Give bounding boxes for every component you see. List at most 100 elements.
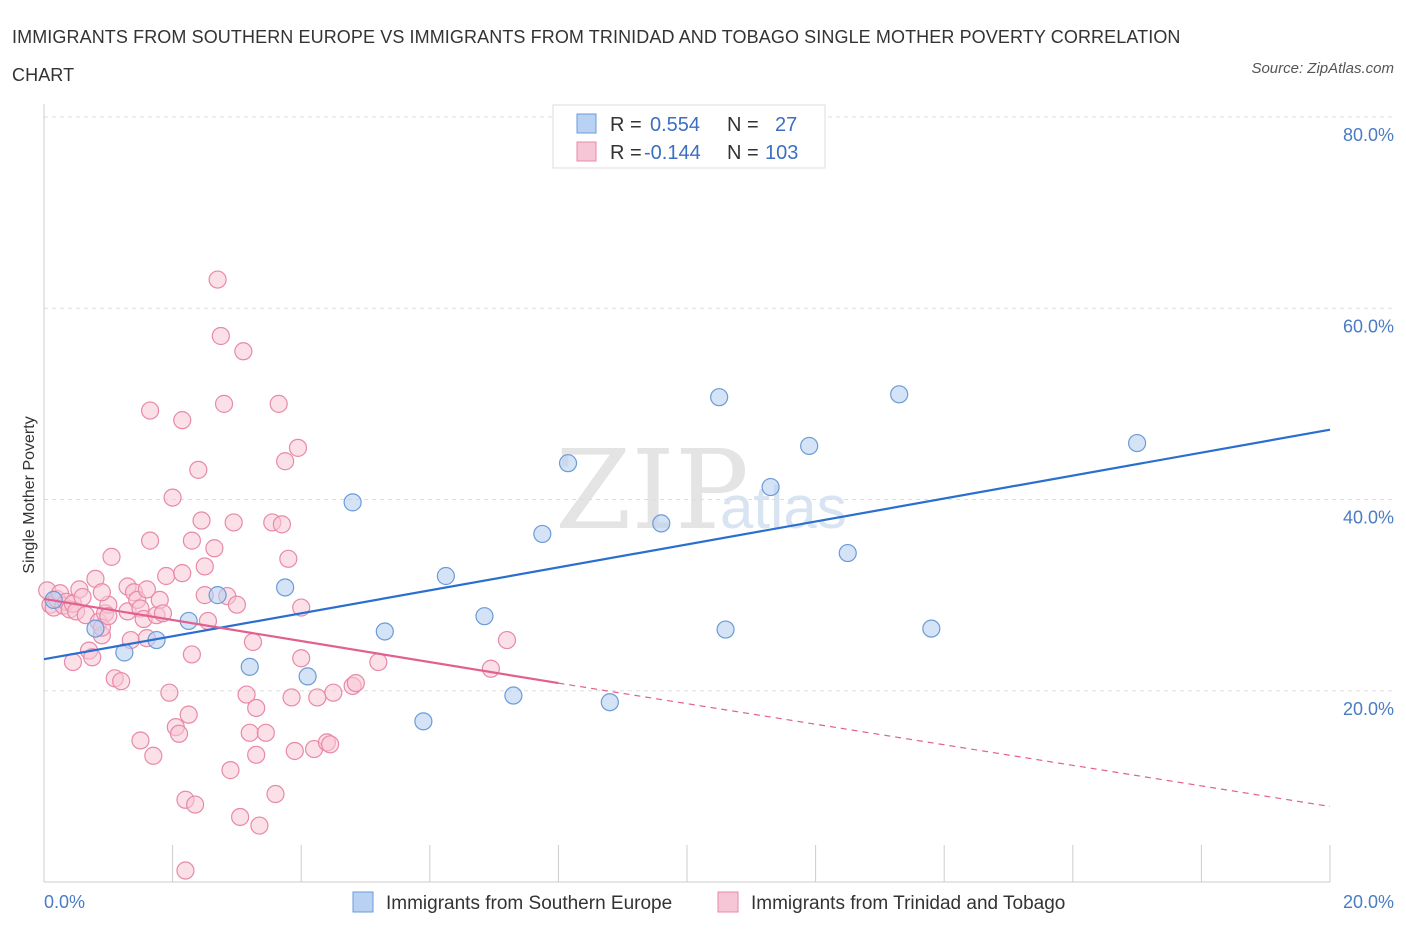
data-point-southern-europe <box>710 388 729 407</box>
y-tick-label-60: 60.0% <box>1343 316 1394 336</box>
data-point-trinidad <box>279 549 298 568</box>
data-point-trinidad <box>102 547 121 566</box>
legend-n-value-1: 27 <box>775 114 797 136</box>
legend-r-label-1: R = <box>610 114 642 136</box>
data-point-trinidad <box>221 761 240 780</box>
legend-swatch-blue <box>576 113 597 134</box>
data-point-trinidad <box>208 270 227 289</box>
data-point-southern-europe <box>276 578 295 597</box>
trend-lines <box>43 428 1331 808</box>
legend-n-value-2: 103 <box>765 142 798 164</box>
data-point-southern-europe <box>1127 433 1147 453</box>
data-point-southern-europe <box>240 657 259 676</box>
watermark-atlas: atlas <box>720 474 847 541</box>
data-point-southern-europe <box>652 514 671 533</box>
data-point-trinidad <box>292 649 311 668</box>
bottom-legend-swatch-pink <box>717 891 739 913</box>
data-point-southern-europe <box>298 667 317 686</box>
data-point-southern-europe <box>533 524 552 544</box>
data-point-southern-europe <box>922 619 941 638</box>
data-point-southern-europe <box>761 477 780 497</box>
x-tick-label-min: 0.0% <box>44 892 85 912</box>
data-point-trinidad <box>243 632 263 652</box>
bottom-legend-label-trinidad: Immigrants from Trinidad and Tobago <box>751 893 1065 914</box>
legend-r-value-1: 0.554 <box>650 114 700 136</box>
legend-n-label-2: N = <box>727 142 759 164</box>
data-point-southern-europe <box>343 493 362 512</box>
data-point-trinidad <box>250 816 269 835</box>
data-point-southern-europe <box>838 543 857 563</box>
y-tick-label-40: 40.0% <box>1343 508 1394 528</box>
data-point-trinidad <box>269 394 288 413</box>
data-point-southern-europe <box>414 712 433 731</box>
data-point-southern-europe <box>600 693 619 712</box>
data-point-trinidad <box>189 460 208 479</box>
data-point-trinidad <box>321 735 340 754</box>
watermark-zip: ZIP <box>555 426 749 554</box>
data-point-southern-europe <box>436 566 455 586</box>
trend-line-trinidad <box>43 597 559 685</box>
data-point-trinidad <box>497 630 517 650</box>
data-point-trinidad <box>140 531 160 550</box>
source-credit: Source: ZipAtlas.com <box>1251 60 1394 77</box>
chart-title: IMMIGRANTS FROM SOUTHERN EUROPE VS IMMIG… <box>12 27 1181 85</box>
data-point-trinidad <box>324 683 343 702</box>
data-point-trinidad <box>224 513 243 532</box>
data-point-southern-europe <box>475 607 494 626</box>
stats-legend: R = 0.554 N = 27 R = -0.144 N = 103 <box>552 104 826 169</box>
data-point-trinidad <box>182 531 201 550</box>
data-point-trinidad <box>369 652 388 672</box>
data-point-trinidad <box>308 688 327 707</box>
legend-r-label-2: R = <box>610 142 642 164</box>
data-point-southern-europe <box>86 619 105 638</box>
data-point-trinidad <box>176 861 195 880</box>
series-trinidad-points <box>38 270 517 880</box>
data-point-trinidad <box>99 607 118 626</box>
x-axis-ticks <box>172 845 1331 882</box>
data-point-trinidad <box>256 723 275 742</box>
x-tick-label-max: 20.0% <box>1343 892 1394 912</box>
legend-swatch-pink <box>576 141 597 162</box>
data-point-trinidad <box>205 539 224 558</box>
bottom-legend-swatch-blue <box>352 891 374 913</box>
data-point-trinidad <box>112 672 131 691</box>
data-point-trinidad <box>83 648 102 667</box>
data-point-trinidad <box>186 795 205 814</box>
data-point-southern-europe <box>716 620 735 639</box>
data-point-trinidad <box>346 673 365 693</box>
data-point-trinidad <box>285 741 304 761</box>
data-point-southern-europe <box>504 686 523 705</box>
data-point-trinidad <box>140 401 160 420</box>
data-point-trinidad <box>179 705 198 724</box>
data-point-trinidad <box>195 557 214 576</box>
data-point-trinidad <box>137 580 156 599</box>
y-tick-label-80: 80.0% <box>1343 125 1394 145</box>
data-point-trinidad <box>173 564 192 583</box>
data-point-trinidad <box>144 746 163 765</box>
trend-line-trinidad-extrapolated <box>558 682 1331 808</box>
data-point-trinidad <box>182 645 201 664</box>
data-point-southern-europe <box>375 622 394 641</box>
data-point-trinidad <box>73 587 92 607</box>
data-point-trinidad <box>192 511 211 530</box>
data-point-trinidad <box>276 452 295 471</box>
data-point-southern-europe <box>800 436 819 456</box>
data-point-trinidad <box>231 807 250 827</box>
data-point-trinidad <box>282 688 301 707</box>
trend-line-southern-europe <box>43 428 1331 661</box>
data-point-trinidad <box>240 723 259 742</box>
data-point-trinidad <box>227 595 246 614</box>
legend-r-value-2: -0.144 <box>644 142 701 164</box>
data-point-southern-europe <box>558 454 578 473</box>
data-point-trinidad <box>157 566 176 586</box>
data-point-trinidad <box>247 745 266 764</box>
data-point-trinidad <box>173 411 192 430</box>
series-southern-europe-points <box>44 385 1147 731</box>
data-point-trinidad <box>247 698 266 718</box>
data-point-trinidad <box>92 583 111 602</box>
data-point-southern-europe <box>208 586 227 605</box>
stats-legend-box <box>552 104 826 169</box>
data-point-trinidad <box>211 326 230 346</box>
data-point-southern-europe <box>890 385 909 404</box>
